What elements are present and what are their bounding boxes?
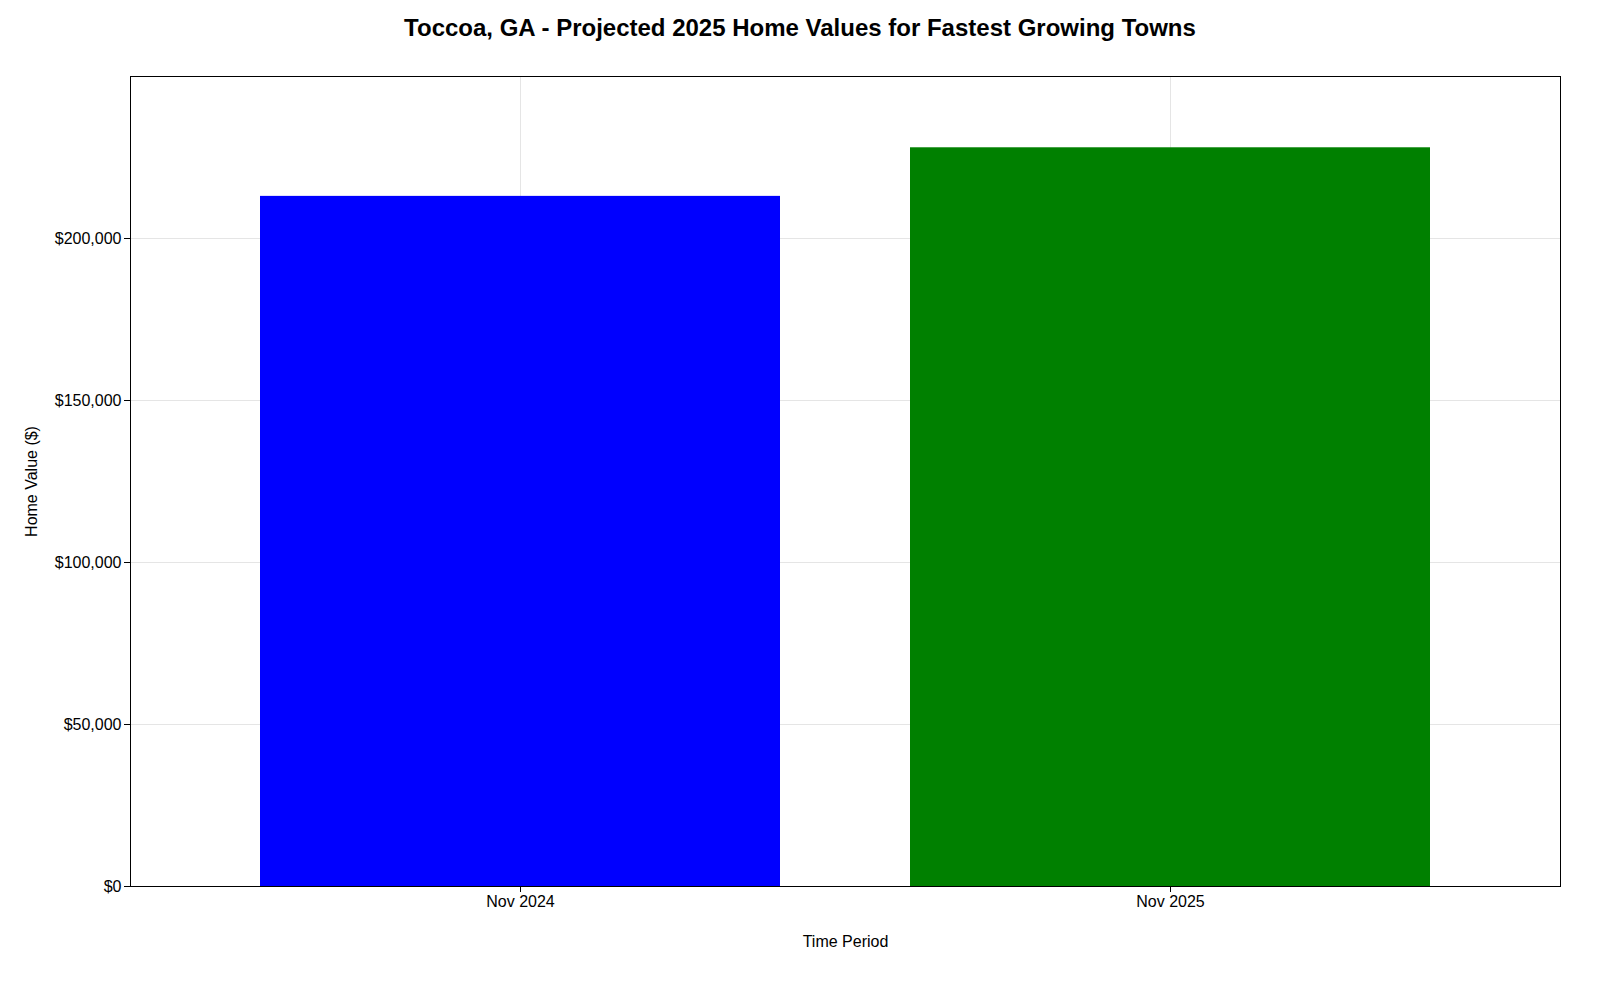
svg-text:$200,000: $200,000 (55, 230, 122, 247)
svg-text:Home Value ($): Home Value ($) (23, 426, 40, 537)
svg-text:Time Period: Time Period (803, 933, 889, 950)
svg-text:Nov 2025: Nov 2025 (1136, 893, 1205, 910)
svg-text:$50,000: $50,000 (64, 716, 122, 733)
svg-text:$150,000: $150,000 (55, 392, 122, 409)
html-text:Toccoa, GA - Projected 2025 Ho: Toccoa, GA - Projected 2025 Home Values … (404, 14, 1196, 41)
svg-text:$100,000: $100,000 (55, 554, 122, 571)
svg-text:$0: $0 (104, 878, 122, 895)
svg-text:Nov 2024: Nov 2024 (486, 893, 555, 910)
